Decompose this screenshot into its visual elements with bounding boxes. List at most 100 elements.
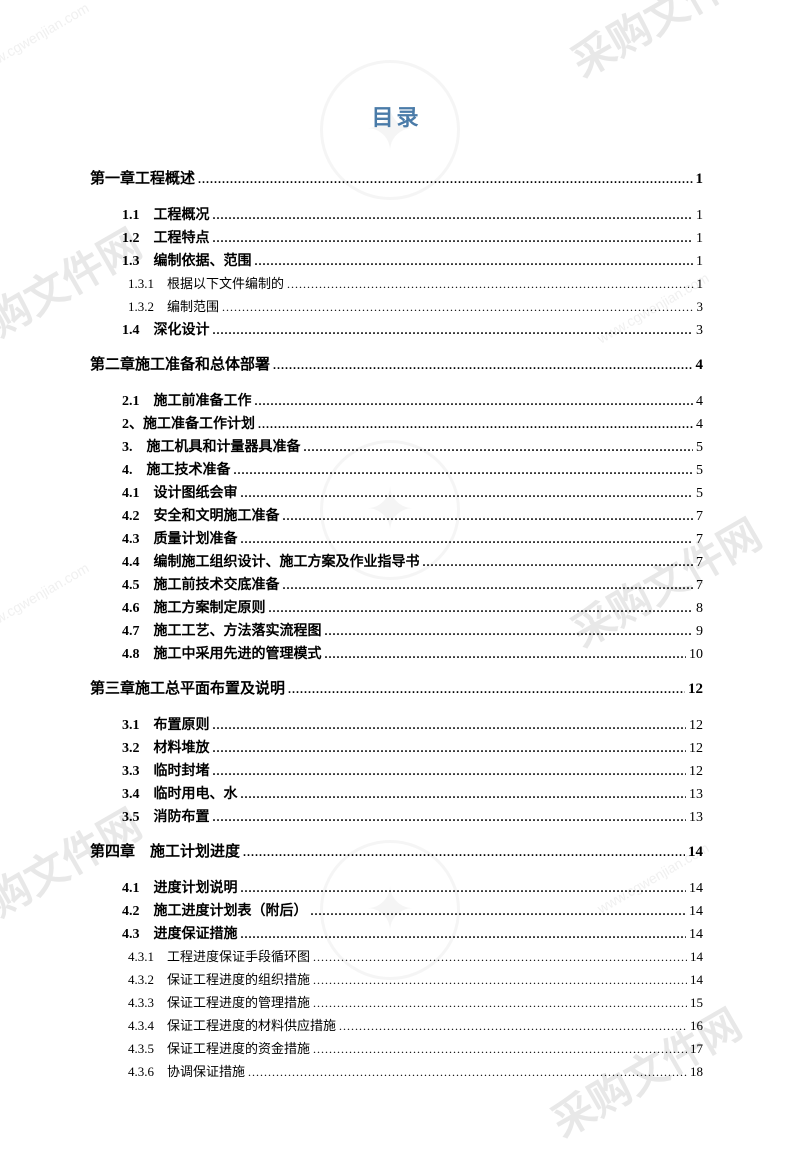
- toc-entry: 4.2 安全和文明施工准备7: [90, 505, 703, 525]
- toc-entry: 1.3 编制依据、范围1: [90, 250, 703, 270]
- toc-entry-page: 5: [696, 463, 703, 479]
- toc-entry: 1.2 工程特点1: [90, 227, 703, 247]
- toc-entry-page: 8: [696, 601, 703, 617]
- toc-entry-page: 9: [696, 624, 703, 640]
- toc-entry-page: 12: [689, 718, 703, 734]
- toc-entry-page: 10: [689, 647, 703, 663]
- toc-entry: 4.1 进度计划说明14: [90, 877, 703, 897]
- toc-leader-dots: [241, 484, 694, 502]
- toc-leader-dots: [241, 785, 687, 803]
- toc-entry: 1.3.1 根据以下文件编制的 1: [90, 273, 703, 293]
- toc-entry-label: 4.3.1 工程进度保证手段循环图: [128, 946, 310, 965]
- toc-entry-page: 7: [696, 532, 703, 548]
- toc-entry: 1.4 深化设计 3: [90, 319, 703, 339]
- toc-entry: 第四章 施工计划进度 14: [90, 840, 703, 861]
- toc-entry: 2.1 施工前准备工作4: [90, 390, 703, 410]
- toc-entry: 3.3 临时封堵12: [90, 760, 703, 780]
- toc-entry-page: 7: [696, 555, 703, 571]
- toc-entry: 4.3.5 保证工程进度的资金措施 17: [90, 1038, 703, 1058]
- toc-entry-page: 14: [690, 949, 703, 965]
- toc-entry: 4.3.4 保证工程进度的材料供应措施 16: [90, 1015, 703, 1035]
- toc-entry: 第三章施工总平面布置及说明12: [90, 677, 703, 698]
- toc-entry-page: 5: [696, 486, 703, 502]
- toc-entry: 3.2 材料堆放 12: [90, 737, 703, 757]
- toc-entry-page: 1: [697, 276, 704, 292]
- toc-entry-label: 4.3.6 协调保证措施: [128, 1061, 245, 1080]
- toc-entry-page: 4: [696, 394, 703, 410]
- toc-entry-label: 3.1 布置原则: [122, 714, 210, 734]
- toc-entry: 4.3 质量计划准备7: [90, 528, 703, 548]
- toc-entry-page: 3: [696, 323, 703, 339]
- toc-leader-dots: [269, 599, 694, 617]
- toc-leader-dots: [283, 576, 694, 594]
- toc-entry-page: 18: [690, 1064, 703, 1080]
- toc-entry: 4. 施工技术准备5: [90, 459, 703, 479]
- toc-entry: 4.2 施工进度计划表（附后） 14: [90, 900, 703, 920]
- toc-entry-page: 13: [689, 787, 703, 803]
- toc-entry: 4.6 施工方案制定原则 8: [90, 597, 703, 617]
- toc-entry-label: 第四章 施工计划进度: [90, 840, 240, 861]
- toc-entry-page: 14: [688, 844, 703, 861]
- toc-list: 第一章工程概述11.1 工程概况11.2 工程特点11.3 编制依据、范围11.…: [90, 167, 703, 1081]
- toc-entry-page: 16: [690, 1018, 703, 1034]
- toc-entry-label: 4.2 施工进度计划表（附后）: [122, 900, 308, 920]
- toc-entry-page: 12: [689, 764, 703, 780]
- toc-entry-label: 4.3 进度保证措施: [122, 923, 238, 943]
- toc-entry-page: 14: [689, 904, 703, 920]
- toc-entry: 4.5 施工前技术交底准备7: [90, 574, 703, 594]
- toc-leader-dots: [255, 252, 694, 270]
- toc-entry-page: 7: [696, 509, 703, 525]
- toc-entry-label: 4.7 施工工艺、方法落实流程图: [122, 620, 322, 640]
- toc-leader-dots: [213, 206, 694, 224]
- toc-entry-page: 12: [689, 741, 703, 757]
- toc-leader-dots: [313, 1040, 687, 1058]
- toc-title: 目录: [90, 100, 703, 132]
- toc-entry: 3. 施工机具和计量器具准备5: [90, 436, 703, 456]
- toc-leader-dots: [325, 622, 694, 640]
- toc-entry: 1.1 工程概况 1: [90, 204, 703, 224]
- toc-entry-label: 4.1 设计图纸会审: [122, 482, 238, 502]
- toc-entry-page: 17: [690, 1041, 703, 1057]
- toc-entry: 3.1 布置原则 12: [90, 714, 703, 734]
- toc-entry-label: 4.6 施工方案制定原则: [122, 597, 266, 617]
- toc-leader-dots: [283, 507, 694, 525]
- toc-entry: 4.3.2 保证工程进度的组织措施14: [90, 969, 703, 989]
- toc-leader-dots: [325, 645, 687, 663]
- toc-entry: 4.3.3 保证工程进度的管理措施15: [90, 992, 703, 1012]
- toc-entry-page: 1: [696, 231, 703, 247]
- toc-entry-label: 1.1 工程概况: [122, 204, 210, 224]
- toc-entry-label: 2、施工准备工作计划: [122, 413, 255, 433]
- toc-entry-label: 第一章工程概述: [90, 167, 195, 188]
- toc-leader-dots: [423, 553, 694, 571]
- toc-entry-label: 3.4 临时用电、水: [122, 783, 238, 803]
- toc-entry-label: 4.5 施工前技术交底准备: [122, 574, 280, 594]
- toc-leader-dots: [258, 415, 693, 433]
- toc-entry-page: 1: [696, 208, 703, 224]
- toc-entry: 4.4 编制施工组织设计、施工方案及作业指导书7: [90, 551, 703, 571]
- toc-entry: 4.7 施工工艺、方法落实流程图 9: [90, 620, 703, 640]
- toc-entry-label: 1.3.2 编制范围: [128, 296, 219, 315]
- toc-leader-dots: [288, 680, 685, 698]
- toc-leader-dots: [339, 1017, 687, 1035]
- toc-leader-dots: [273, 356, 692, 374]
- toc-entry-label: 1.3.1 根据以下文件编制的: [128, 273, 284, 292]
- toc-leader-dots: [213, 808, 687, 826]
- toc-entry: 第一章工程概述1: [90, 167, 703, 188]
- toc-leader-dots: [241, 879, 687, 897]
- toc-entry-label: 4.8 施工中采用先进的管理模式: [122, 643, 322, 663]
- toc-entry-page: 5: [696, 440, 703, 456]
- toc-entry-page: 3: [697, 299, 704, 315]
- toc-entry: 2、施工准备工作计划4: [90, 413, 703, 433]
- toc-entry-page: 13: [689, 810, 703, 826]
- toc-entry: 4.3.6 协调保证措施 18: [90, 1061, 703, 1081]
- toc-entry-label: 4.3.4 保证工程进度的材料供应措施: [128, 1015, 336, 1034]
- toc-entry-label: 3.2 材料堆放: [122, 737, 210, 757]
- toc-entry-page: 12: [688, 681, 703, 698]
- toc-entry-page: 4: [696, 357, 704, 374]
- toc-leader-dots: [213, 716, 687, 734]
- toc-entry-label: 4.3.5 保证工程进度的资金措施: [128, 1038, 310, 1057]
- toc-entry: 1.3.2 编制范围 3: [90, 296, 703, 316]
- toc-entry-label: 4.3.2 保证工程进度的组织措施: [128, 969, 310, 988]
- toc-entry-label: 1.4 深化设计: [122, 319, 210, 339]
- toc-entry-page: 14: [689, 881, 703, 897]
